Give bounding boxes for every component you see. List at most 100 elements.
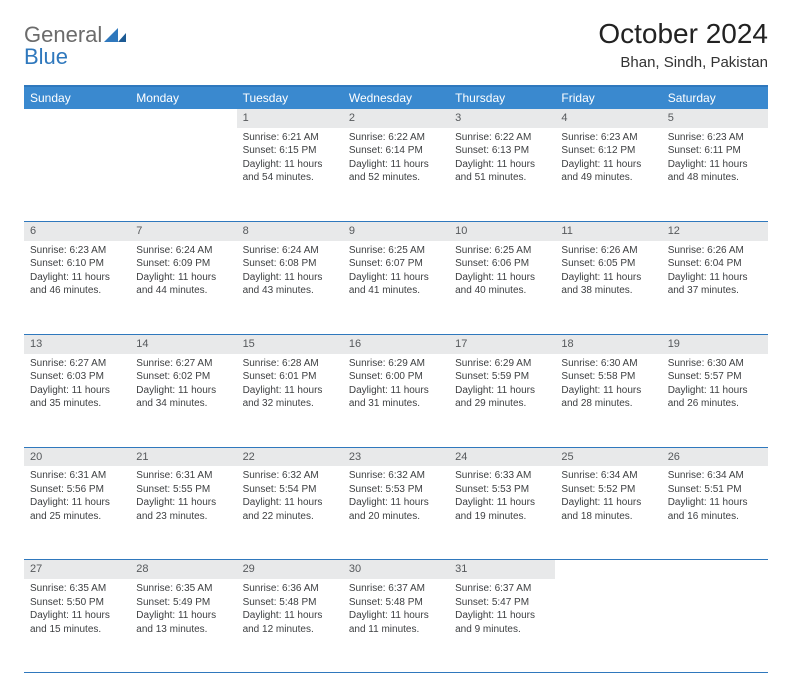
day-cell: Sunrise: 6:24 AMSunset: 6:09 PMDaylight:… bbox=[130, 241, 236, 335]
day-cell: Sunrise: 6:35 AMSunset: 5:49 PMDaylight:… bbox=[130, 579, 236, 673]
day-cell: Sunrise: 6:37 AMSunset: 5:48 PMDaylight:… bbox=[343, 579, 449, 673]
day-cell: Sunrise: 6:31 AMSunset: 5:56 PMDaylight:… bbox=[24, 466, 130, 560]
logo-word-2: Blue bbox=[24, 44, 68, 69]
day-cell: Sunrise: 6:34 AMSunset: 5:52 PMDaylight:… bbox=[555, 466, 661, 560]
logo-text: General Blue bbox=[24, 24, 126, 68]
day-cell: Sunrise: 6:29 AMSunset: 6:00 PMDaylight:… bbox=[343, 354, 449, 448]
day-cell: Sunrise: 6:24 AMSunset: 6:08 PMDaylight:… bbox=[237, 241, 343, 335]
weekday-header: Sunday bbox=[24, 86, 130, 109]
day-number: 25 bbox=[555, 447, 661, 466]
day-number: 12 bbox=[662, 221, 768, 240]
weekday-header: Tuesday bbox=[237, 86, 343, 109]
day-number: 4 bbox=[555, 109, 661, 128]
day-number bbox=[130, 109, 236, 128]
day-number: 26 bbox=[662, 447, 768, 466]
day-number: 18 bbox=[555, 334, 661, 353]
day-cell: Sunrise: 6:30 AMSunset: 5:58 PMDaylight:… bbox=[555, 354, 661, 448]
day-cell: Sunrise: 6:28 AMSunset: 6:01 PMDaylight:… bbox=[237, 354, 343, 448]
day-cell: Sunrise: 6:23 AMSunset: 6:11 PMDaylight:… bbox=[662, 128, 768, 222]
day-number: 6 bbox=[24, 221, 130, 240]
calendar-body: 12345Sunrise: 6:21 AMSunset: 6:15 PMDayl… bbox=[24, 109, 768, 673]
day-cell: Sunrise: 6:26 AMSunset: 6:05 PMDaylight:… bbox=[555, 241, 661, 335]
calendar-head: Sunday Monday Tuesday Wednesday Thursday… bbox=[24, 86, 768, 109]
week-row: Sunrise: 6:35 AMSunset: 5:50 PMDaylight:… bbox=[24, 579, 768, 673]
day-cell: Sunrise: 6:33 AMSunset: 5:53 PMDaylight:… bbox=[449, 466, 555, 560]
day-cell bbox=[662, 579, 768, 673]
weekday-header: Friday bbox=[555, 86, 661, 109]
daynum-row: 2728293031 bbox=[24, 560, 768, 579]
day-cell: Sunrise: 6:32 AMSunset: 5:54 PMDaylight:… bbox=[237, 466, 343, 560]
day-cell: Sunrise: 6:23 AMSunset: 6:10 PMDaylight:… bbox=[24, 241, 130, 335]
day-cell bbox=[24, 128, 130, 222]
week-row: Sunrise: 6:27 AMSunset: 6:03 PMDaylight:… bbox=[24, 354, 768, 448]
weekday-header: Saturday bbox=[662, 86, 768, 109]
day-cell: Sunrise: 6:25 AMSunset: 6:06 PMDaylight:… bbox=[449, 241, 555, 335]
day-number: 9 bbox=[343, 221, 449, 240]
day-number: 29 bbox=[237, 560, 343, 579]
week-row: Sunrise: 6:21 AMSunset: 6:15 PMDaylight:… bbox=[24, 128, 768, 222]
day-number: 2 bbox=[343, 109, 449, 128]
day-number: 21 bbox=[130, 447, 236, 466]
calendar-page: General Blue October 2024 Bhan, Sindh, P… bbox=[0, 0, 792, 697]
day-number: 17 bbox=[449, 334, 555, 353]
day-cell bbox=[130, 128, 236, 222]
daynum-row: 12345 bbox=[24, 109, 768, 128]
day-cell: Sunrise: 6:36 AMSunset: 5:48 PMDaylight:… bbox=[237, 579, 343, 673]
day-cell: Sunrise: 6:31 AMSunset: 5:55 PMDaylight:… bbox=[130, 466, 236, 560]
day-number: 15 bbox=[237, 334, 343, 353]
day-cell: Sunrise: 6:32 AMSunset: 5:53 PMDaylight:… bbox=[343, 466, 449, 560]
day-number: 30 bbox=[343, 560, 449, 579]
day-cell: Sunrise: 6:34 AMSunset: 5:51 PMDaylight:… bbox=[662, 466, 768, 560]
day-number bbox=[662, 560, 768, 579]
day-number: 31 bbox=[449, 560, 555, 579]
logo-mark-icon bbox=[104, 28, 126, 42]
day-number: 14 bbox=[130, 334, 236, 353]
day-cell: Sunrise: 6:27 AMSunset: 6:02 PMDaylight:… bbox=[130, 354, 236, 448]
day-cell: Sunrise: 6:23 AMSunset: 6:12 PMDaylight:… bbox=[555, 128, 661, 222]
day-number: 3 bbox=[449, 109, 555, 128]
day-cell: Sunrise: 6:25 AMSunset: 6:07 PMDaylight:… bbox=[343, 241, 449, 335]
calendar-table: Sunday Monday Tuesday Wednesday Thursday… bbox=[24, 85, 768, 673]
day-cell: Sunrise: 6:27 AMSunset: 6:03 PMDaylight:… bbox=[24, 354, 130, 448]
day-number: 5 bbox=[662, 109, 768, 128]
day-number: 13 bbox=[24, 334, 130, 353]
day-number: 24 bbox=[449, 447, 555, 466]
day-number: 20 bbox=[24, 447, 130, 466]
day-number: 27 bbox=[24, 560, 130, 579]
day-cell: Sunrise: 6:30 AMSunset: 5:57 PMDaylight:… bbox=[662, 354, 768, 448]
daynum-row: 20212223242526 bbox=[24, 447, 768, 466]
day-cell: Sunrise: 6:37 AMSunset: 5:47 PMDaylight:… bbox=[449, 579, 555, 673]
day-cell: Sunrise: 6:22 AMSunset: 6:14 PMDaylight:… bbox=[343, 128, 449, 222]
week-row: Sunrise: 6:23 AMSunset: 6:10 PMDaylight:… bbox=[24, 241, 768, 335]
day-number: 23 bbox=[343, 447, 449, 466]
daynum-row: 13141516171819 bbox=[24, 334, 768, 353]
day-number: 1 bbox=[237, 109, 343, 128]
header: General Blue October 2024 Bhan, Sindh, P… bbox=[24, 18, 768, 71]
weekday-header: Monday bbox=[130, 86, 236, 109]
weekday-row: Sunday Monday Tuesday Wednesday Thursday… bbox=[24, 86, 768, 109]
day-number bbox=[555, 560, 661, 579]
day-cell: Sunrise: 6:26 AMSunset: 6:04 PMDaylight:… bbox=[662, 241, 768, 335]
title-block: October 2024 Bhan, Sindh, Pakistan bbox=[598, 18, 768, 71]
day-number: 28 bbox=[130, 560, 236, 579]
day-number: 19 bbox=[662, 334, 768, 353]
day-number: 11 bbox=[555, 221, 661, 240]
weekday-header: Thursday bbox=[449, 86, 555, 109]
day-cell: Sunrise: 6:22 AMSunset: 6:13 PMDaylight:… bbox=[449, 128, 555, 222]
day-number: 22 bbox=[237, 447, 343, 466]
day-number: 8 bbox=[237, 221, 343, 240]
day-cell bbox=[555, 579, 661, 673]
month-title: October 2024 bbox=[598, 18, 768, 50]
location: Bhan, Sindh, Pakistan bbox=[598, 54, 768, 71]
day-number bbox=[24, 109, 130, 128]
day-cell: Sunrise: 6:35 AMSunset: 5:50 PMDaylight:… bbox=[24, 579, 130, 673]
week-row: Sunrise: 6:31 AMSunset: 5:56 PMDaylight:… bbox=[24, 466, 768, 560]
logo: General Blue bbox=[24, 24, 126, 68]
day-cell: Sunrise: 6:29 AMSunset: 5:59 PMDaylight:… bbox=[449, 354, 555, 448]
day-number: 7 bbox=[130, 221, 236, 240]
daynum-row: 6789101112 bbox=[24, 221, 768, 240]
day-number: 16 bbox=[343, 334, 449, 353]
day-number: 10 bbox=[449, 221, 555, 240]
day-cell: Sunrise: 6:21 AMSunset: 6:15 PMDaylight:… bbox=[237, 128, 343, 222]
weekday-header: Wednesday bbox=[343, 86, 449, 109]
